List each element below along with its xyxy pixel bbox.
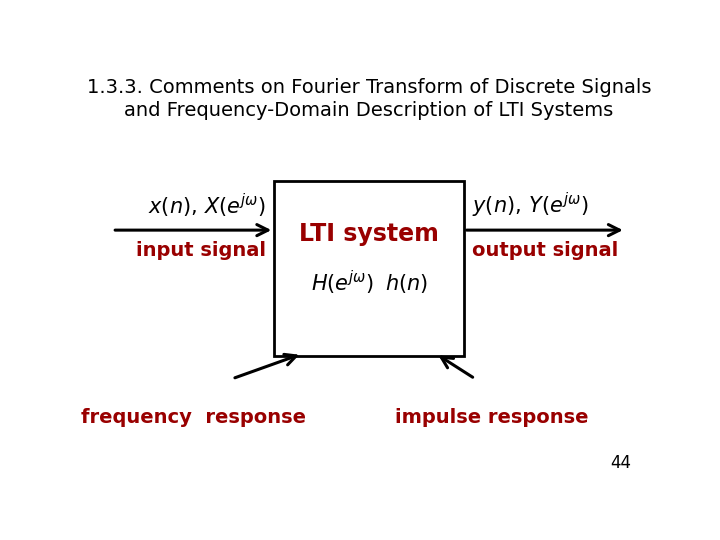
Text: LTI system: LTI system [299, 221, 439, 246]
Text: frequency  response: frequency response [81, 408, 306, 427]
Text: $x(n),\, X(e^{j\omega})$: $x(n),\, X(e^{j\omega})$ [148, 192, 266, 220]
Text: output signal: output signal [472, 240, 618, 260]
Text: and Frequency-Domain Description of LTI Systems: and Frequency-Domain Description of LTI … [125, 101, 613, 120]
Bar [274, 181, 464, 356]
Text: 1.3.3. Comments on Fourier Transform of Discrete Signals: 1.3.3. Comments on Fourier Transform of … [86, 78, 652, 97]
Text: impulse response: impulse response [395, 408, 588, 427]
Text: input signal: input signal [136, 240, 266, 260]
Text: 44: 44 [611, 454, 631, 472]
Text: $y(n),\, Y(e^{j\omega})$: $y(n),\, Y(e^{j\omega})$ [472, 191, 589, 220]
Text: $H(e^{j\omega})\;\; h(n)$: $H(e^{j\omega})\;\; h(n)$ [310, 268, 428, 296]
